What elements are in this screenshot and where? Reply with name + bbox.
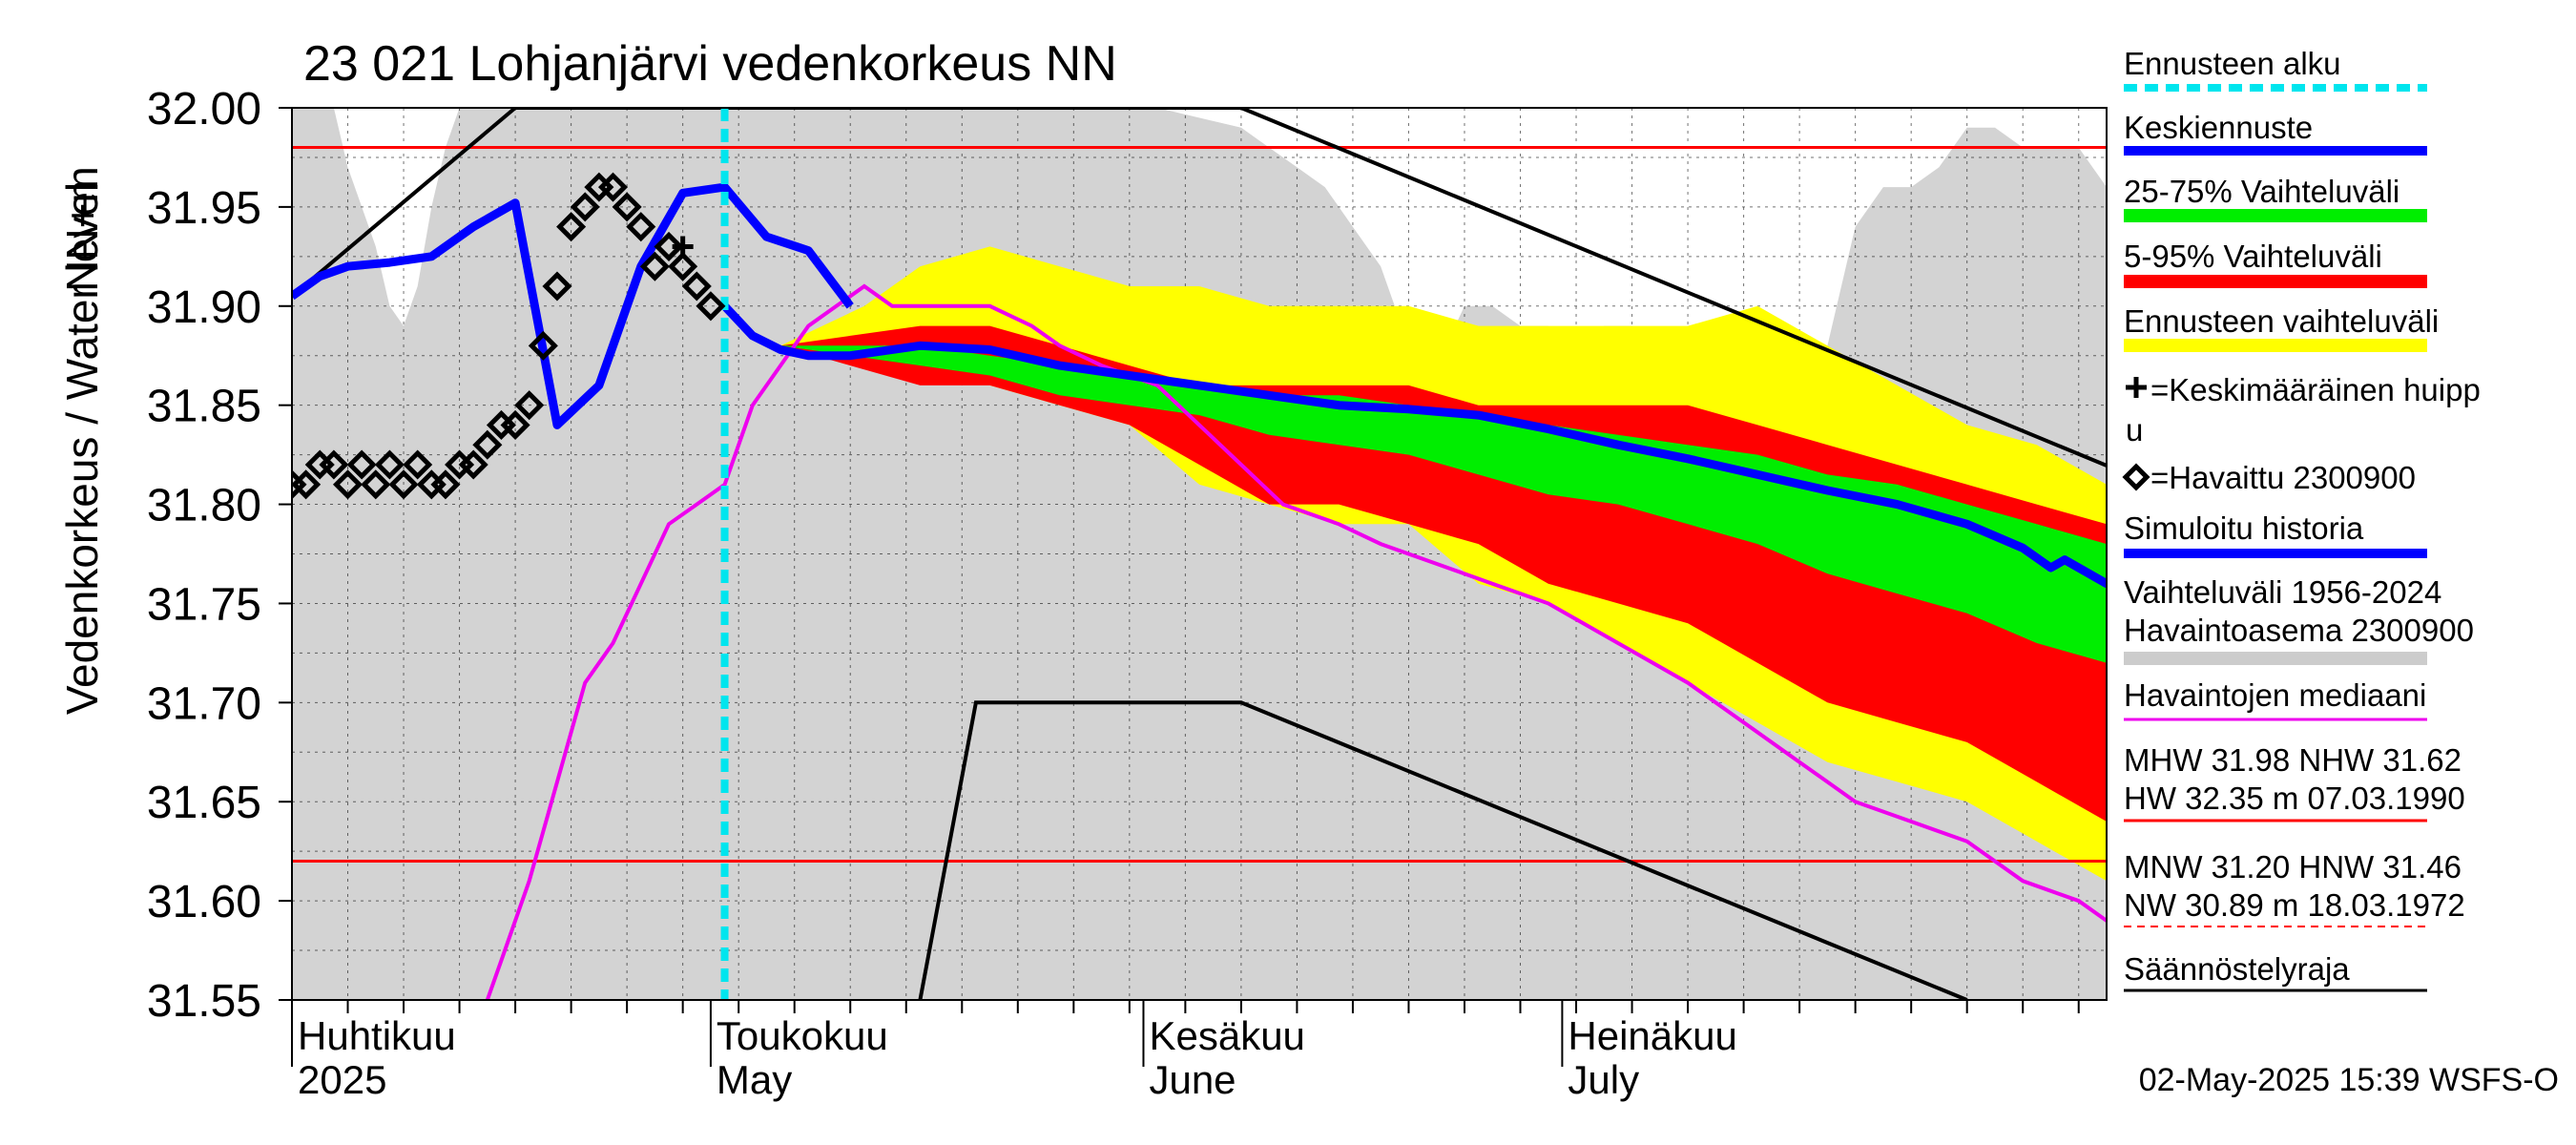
legend-diamond-icon — [2122, 463, 2150, 491]
y-axis-unit-label: NN+m — [57, 166, 107, 292]
historical-max-cutout — [292, 108, 2107, 385]
regulation-line-lower — [918, 700, 1968, 1000]
mean-peak-point — [672, 236, 694, 258]
legend-plus-icon — [2126, 377, 2147, 398]
percentile-5-95-band — [724, 305, 2107, 822]
observed-point — [361, 469, 391, 500]
observed-point — [542, 271, 572, 302]
legend-label: Havaintojen mediaani — [2124, 677, 2426, 713]
observed-point — [612, 192, 642, 222]
regulation-line-upper — [292, 108, 2107, 468]
observed-point — [556, 212, 587, 242]
percentile-25-75-band — [724, 305, 2107, 663]
legend-label-cont: NW 30.89 m 18.03.1972 — [2124, 887, 2465, 923]
observed-point — [639, 251, 670, 281]
legend-label: MHW 31.98 NHW 31.62 — [2124, 742, 2462, 778]
legend-label: Vaihteluväli 1956-2024 — [2124, 574, 2441, 610]
observed-point — [346, 449, 377, 480]
y-tick-label: 31.60 — [147, 877, 261, 927]
observed-point — [458, 449, 488, 480]
legend: Ennusteen alku Keskiennuste 25-75% Vaihtel… — [2122, 46, 2481, 992]
legend-label: =Keskimääräinen huipp — [2150, 372, 2481, 407]
month-label-fi: Huhtikuu — [298, 1013, 456, 1058]
y-tick-label: 31.65 — [147, 778, 261, 828]
legend-label: =Havaittu 2300900 — [2150, 460, 2416, 495]
observed-point — [681, 271, 712, 302]
y-axis-label: Vedenkorkeus / Water level — [57, 182, 107, 715]
observed-point — [528, 330, 558, 361]
timestamp-label: 02-May-2025 15:39 WSFS-O — [2139, 1062, 2559, 1098]
legend-label-cont: HW 32.35 m 07.03.1990 — [2124, 781, 2465, 816]
y-tick-label: 32.00 — [147, 84, 261, 135]
y-tick-label: 31.90 — [147, 282, 261, 333]
month-label-en: July — [1568, 1057, 1639, 1102]
y-tick-label: 31.95 — [147, 183, 261, 234]
legend-label-cont: u — [2126, 412, 2143, 448]
axes: 32.00 31.95 31.90 31.85 31.80 31.75 31.70 31.65… — [147, 84, 2108, 1102]
observed-point — [292, 469, 322, 500]
observed-point — [388, 469, 419, 500]
legend-label: 25-75% Vaihteluväli — [2124, 174, 2399, 209]
y-tick-label: 31.85 — [147, 382, 261, 432]
legend-label: Simuloitu historia — [2124, 510, 2364, 546]
legend-label: Ennusteen alku — [2124, 46, 2341, 81]
observed-point — [654, 231, 684, 261]
observed-point — [500, 409, 530, 440]
month-label-fi: Toukokuu — [717, 1013, 888, 1058]
y-tick-label: 31.75 — [147, 579, 261, 630]
y-tick-label: 31.70 — [147, 678, 261, 729]
observed-point — [319, 449, 349, 480]
legend-label: MNW 31.20 HNW 31.46 — [2124, 849, 2462, 885]
legend-label-cont: Havaintoasema 2300900 — [2124, 613, 2474, 648]
y-tick-label: 31.55 — [147, 976, 261, 1027]
plot-area — [292, 108, 2107, 1000]
legend-label: Ennusteen vaihteluväli — [2124, 303, 2439, 339]
legend-label: Säännöstelyraja — [2124, 951, 2350, 987]
observed-point — [403, 449, 433, 480]
chart-title: 23 021 Lohjanjärvi vedenkorkeus NN — [303, 36, 1117, 92]
month-label-en: June — [1149, 1057, 1236, 1102]
legend-label: Keskiennuste — [2124, 110, 2313, 145]
observed-point — [374, 449, 405, 480]
observed-point — [332, 469, 364, 500]
observed-point — [626, 212, 656, 242]
observed-point — [430, 469, 461, 500]
simulated-history-line — [292, 182, 854, 429]
mean-forecast-line — [721, 302, 2107, 589]
observed-point — [668, 251, 698, 281]
month-label-fi: Heinäkuu — [1568, 1013, 1736, 1058]
plot-frame — [291, 107, 2108, 1001]
observed-point — [597, 172, 629, 202]
plot-content — [292, 108, 2107, 1000]
observed-point — [570, 192, 600, 222]
month-label-fi: Kesäkuu — [1149, 1013, 1304, 1058]
observed-point — [514, 390, 545, 421]
observed-point — [696, 291, 726, 322]
month-label-en: 2025 — [298, 1057, 386, 1102]
month-label-en: May — [717, 1057, 792, 1102]
observed-point — [472, 429, 503, 460]
legend-label: 5-95% Vaihteluväli — [2124, 239, 2382, 274]
y-tick-label: 31.80 — [147, 481, 261, 531]
